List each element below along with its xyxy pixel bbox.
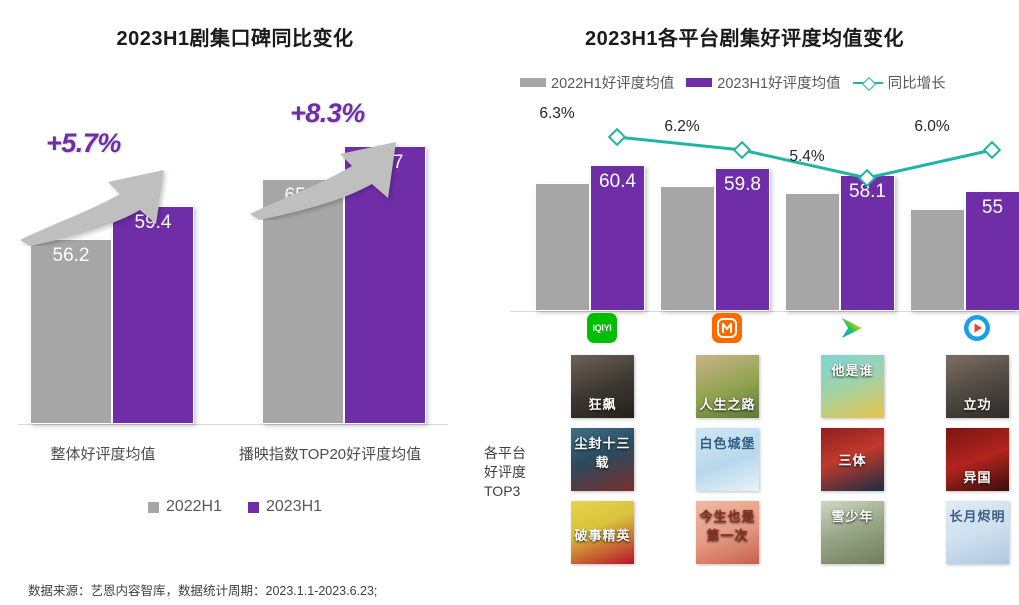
growth-point-label-youku: 6.0% <box>914 118 950 135</box>
poster-title-youku-1: 立功 <box>963 397 992 412</box>
legend-swatch-2023h1-avg <box>686 78 713 87</box>
poster-title-youku-3: 长月烬明 <box>949 509 1006 524</box>
legend-swatch-2022h1-avg <box>520 78 546 87</box>
poster-grid: 狂飙 人生之路 他是谁 立功 尘封十三载 白色城堡 三体 异国 <box>470 0 1019 605</box>
legend-item-2022h1[interactable]: 2022H1 <box>147 498 222 516</box>
legend-item-2023h1[interactable]: 2023H1 <box>248 498 322 516</box>
poster-mangotv-2[interactable]: 白色城堡 <box>696 428 759 491</box>
legend-item-2023h1-avg[interactable]: 2023H1好评度均值 <box>686 72 841 93</box>
poster-youku-3[interactable]: 长月烬明 <box>946 501 1009 564</box>
top3-label-line-3: TOP3 <box>484 482 521 499</box>
category-label-top20: 播映指数TOP20好评度均值 <box>238 446 422 463</box>
bar-value-2023-overall: 59.4 <box>134 212 172 233</box>
top3-label-line-2: 好评度 <box>484 463 526 480</box>
right-chart-title: 2023H1各平台剧集好评度均值变化 <box>584 28 905 50</box>
top3-label: 各平台 好评度 TOP3 <box>484 444 526 501</box>
poster-title-tencent-1: 他是谁 <box>831 363 874 378</box>
poster-tencent-1[interactable]: 他是谁 <box>821 355 884 418</box>
poster-title-tencent-2: 三体 <box>838 453 867 468</box>
bar-2023-mangotv[interactable]: 59.8 <box>715 168 770 311</box>
legend-label-2022h1-avg: 2022H1好评度均值 <box>551 76 675 92</box>
bar-2022-youku[interactable] <box>910 209 965 311</box>
bar-value-2023-mangotv: 59.8 <box>724 174 761 195</box>
right-chart-legend: 2022H1好评度均值 2023H1好评度均值 同比增长 <box>520 72 1019 93</box>
poster-youku-1[interactable]: 立功 <box>946 355 1009 418</box>
legend-swatch-2023h1 <box>248 501 259 513</box>
growth-label-top20: +8.3% <box>290 98 365 128</box>
legend-swatch-yoy-growth <box>852 76 883 91</box>
bar-2023-overall[interactable]: 59.4 <box>112 206 194 424</box>
poster-tencent-3[interactable]: 雪少年 <box>821 501 884 564</box>
poster-title-tencent-3: 雪少年 <box>831 509 874 524</box>
growth-point-label-tencent-video: 5.4% <box>789 148 825 165</box>
bar-2022-iqiyi[interactable] <box>535 183 590 311</box>
left-plot-area: 56.2 59.4 65.3 70.7 <box>18 98 448 425</box>
left-chart-legend: 2022H1 2023H1 <box>0 498 470 516</box>
poster-title-mangotv-2: 白色城堡 <box>699 436 756 451</box>
growth-arrow-top20 <box>250 142 396 220</box>
bar-value-2023-youku: 55 <box>981 197 1004 218</box>
poster-title-mangotv-1: 人生之路 <box>699 397 756 412</box>
legend-item-2022h1-avg[interactable]: 2022H1好评度均值 <box>520 72 674 93</box>
bar-2023-iqiyi[interactable]: 60.4 <box>590 165 645 311</box>
growth-point-label-mangotv: 6.2% <box>664 118 700 135</box>
bar-value-2022-overall: 56.2 <box>52 245 90 266</box>
poster-title-youku-2: 异国 <box>963 470 992 485</box>
bar-2022-tencent-video[interactable] <box>785 193 840 311</box>
poster-tencent-2[interactable]: 三体 <box>821 428 884 491</box>
growth-arrow-overall <box>20 170 164 246</box>
category-label-overall: 整体好评度均值 <box>50 446 156 463</box>
right-axis-line <box>510 311 1015 312</box>
poster-title-iqiyi-3: 破事精英 <box>574 528 631 543</box>
poster-youku-2[interactable]: 异国 <box>946 428 1009 491</box>
legend-swatch-2022h1 <box>147 501 159 513</box>
poster-iqiyi-3[interactable]: 破事精英 <box>571 501 634 564</box>
mangotv-icon[interactable] <box>712 313 742 343</box>
growth-point-label-iqiyi: 6.3% <box>539 105 575 122</box>
poster-mangotv-3[interactable]: 今生也是第一次 <box>696 501 759 564</box>
right-chart-panel: 2023H1各平台剧集好评度均值变化 2022H1好评度均值 2023H1好评度… <box>470 0 1019 605</box>
legend-item-yoy-growth[interactable]: 同比增长 <box>852 72 946 93</box>
poster-title-iqiyi-2: 尘封十三载 <box>574 436 631 470</box>
poster-iqiyi-2[interactable]: 尘封十三载 <box>571 428 634 491</box>
poster-title-mangotv-3: 今生也是第一次 <box>699 509 756 543</box>
bar-2022-mangotv[interactable] <box>660 186 715 311</box>
bar-2023-youku[interactable]: 55 <box>965 191 1019 311</box>
bar-2022-overall[interactable]: 56.2 <box>30 239 112 424</box>
left-chart-title: 2023H1剧集口碑同比变化 <box>116 28 354 50</box>
youku-icon[interactable] <box>962 313 992 343</box>
bar-2023-tencent-video[interactable]: 58.1 <box>840 175 895 311</box>
iqiyi-icon-label: iQIYI <box>592 323 612 333</box>
legend-label-yoy-growth: 同比增长 <box>887 76 946 92</box>
iqiyi-icon[interactable]: iQIYI <box>587 313 617 343</box>
legend-label-2023h1-avg: 2023H1好评度均值 <box>717 76 841 92</box>
tencent-video-icon[interactable] <box>837 313 867 343</box>
growth-label-overall: +5.7% <box>46 128 121 158</box>
legend-label-2023h1: 2023H1 <box>266 498 323 515</box>
legend-label-2022h1: 2022H1 <box>165 498 222 515</box>
poster-iqiyi-1[interactable]: 狂飙 <box>571 355 634 418</box>
poster-mangotv-1[interactable]: 人生之路 <box>696 355 759 418</box>
top3-label-line-1: 各平台 <box>484 445 526 461</box>
left-axis-line <box>18 424 448 425</box>
poster-title-iqiyi-1: 狂飙 <box>588 397 617 412</box>
left-chart-panel: 2023H1剧集口碑同比变化 56.2 59.4 65.3 70.7 <box>0 0 470 605</box>
footnote: 数据来源：艺恩内容智库，数据统计周期：2023.1.1-2023.6.23; <box>28 584 378 598</box>
